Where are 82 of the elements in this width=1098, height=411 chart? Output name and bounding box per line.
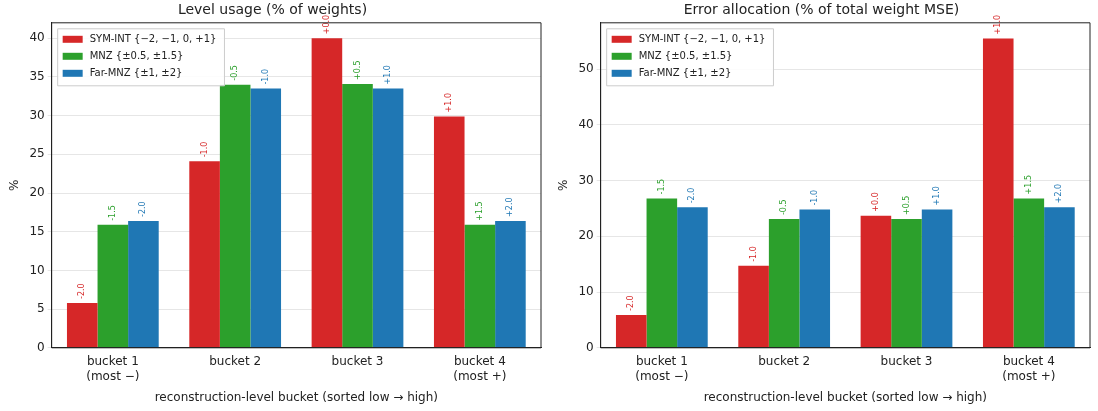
- y-tick-label: 0: [37, 339, 45, 354]
- x-tick-label: bucket 2: [209, 354, 262, 369]
- bar: [97, 224, 129, 348]
- x-tick-label: bucket 4 (most +): [1002, 354, 1056, 383]
- bar: [372, 88, 404, 348]
- y-tick-label: 40: [578, 116, 594, 131]
- annotation: +2.0: [505, 197, 515, 217]
- legend-label: SYM-INT {−2, −1, 0, +1}: [89, 33, 217, 45]
- y-tick-label: 20: [29, 185, 45, 200]
- annotation: +1.0: [383, 65, 393, 85]
- bar: [615, 314, 647, 348]
- y-axis-title: %: [556, 179, 571, 191]
- bar: [1013, 198, 1045, 348]
- bar: [891, 219, 922, 348]
- y-tick-label: 40: [29, 30, 45, 45]
- annotation: +0.0: [871, 192, 880, 212]
- x-tick-label: bucket 4 (most +): [453, 354, 507, 383]
- legend-label: MNZ {±0.5, ±1.5}: [638, 50, 733, 62]
- bar: [738, 265, 769, 348]
- bar: [495, 220, 526, 348]
- y-tick-label: 15: [29, 223, 45, 238]
- annotation: +0.5: [901, 195, 911, 216]
- x-tick-label: bucket 3: [880, 354, 933, 369]
- annotation: +0.5: [352, 60, 362, 80]
- bar: [860, 215, 892, 348]
- annotation: -2.0: [687, 187, 697, 204]
- bar: [128, 220, 159, 348]
- legend-label: SYM-INT {−2, −1, 0, +1}: [638, 33, 766, 45]
- bar: [921, 209, 953, 348]
- annotation: -2.0: [626, 295, 636, 311]
- x-tick-label: bucket 2: [758, 354, 811, 369]
- bar: [219, 84, 251, 348]
- bar: [1044, 207, 1075, 348]
- legend-label: MNZ {±0.5, ±1.5}: [89, 50, 184, 62]
- annotation: -1.5: [656, 178, 666, 195]
- y-tick-label: 30: [578, 172, 594, 187]
- bar: [433, 116, 465, 348]
- chart-title: Error allocation (% of total weight MSE): [683, 1, 960, 18]
- annotation: -2.0: [77, 283, 87, 299]
- annotation: -2.0: [138, 201, 148, 217]
- x-axis-title: reconstruction-level bucket (sorted low → high): [703, 389, 988, 404]
- y-tick-label: 10: [29, 262, 45, 277]
- legend-label: Far-MNZ {±1, ±2}: [638, 67, 732, 79]
- bar: [311, 38, 343, 348]
- y-tick-label: 50: [578, 61, 594, 76]
- annotation: +1.0: [932, 186, 942, 206]
- y-tick-label: 35: [29, 69, 45, 84]
- x-tick-label: bucket 1 (most −): [86, 354, 140, 383]
- annotation: -0.5: [230, 65, 240, 81]
- annotation: -1.0: [199, 141, 209, 158]
- annotation: +0.0: [322, 14, 331, 35]
- annotation: +1.0: [993, 14, 1003, 35]
- x-tick-label: bucket 3: [331, 354, 384, 369]
- y-tick-label: 10: [578, 284, 594, 299]
- x-tick-label: bucket 1 (most −): [635, 354, 689, 383]
- annotation: +1.5: [474, 201, 484, 221]
- y-tick-label: 20: [578, 228, 594, 243]
- x-axis-title: reconstruction-level bucket (sorted low → high): [154, 389, 439, 404]
- bar: [66, 302, 98, 348]
- annotation: +1.5: [1023, 174, 1033, 195]
- bar: [189, 161, 220, 348]
- bar: [464, 224, 496, 348]
- y-tick-label: 25: [29, 146, 45, 161]
- bar: [982, 38, 1014, 348]
- annotation: -0.5: [779, 199, 789, 216]
- y-tick-label: 30: [29, 107, 45, 122]
- annotation: -1.0: [809, 189, 819, 206]
- annotation: -1.5: [107, 205, 117, 221]
- annotation: -1.0: [260, 68, 270, 85]
- annotation: +1.0: [444, 92, 454, 113]
- y-tick-label: 5: [37, 301, 45, 316]
- y-tick-label: 0: [586, 339, 594, 354]
- bar: [646, 198, 678, 348]
- bar: [250, 88, 282, 348]
- annotation: +2.0: [1054, 183, 1064, 204]
- bar: [342, 83, 373, 348]
- y-axis-title: %: [7, 179, 22, 191]
- annotation: -1.0: [748, 246, 758, 262]
- bar: [799, 209, 831, 348]
- bar: [677, 207, 708, 348]
- legend-label: Far-MNZ {±1, ±2}: [89, 67, 183, 79]
- bar: [768, 219, 800, 348]
